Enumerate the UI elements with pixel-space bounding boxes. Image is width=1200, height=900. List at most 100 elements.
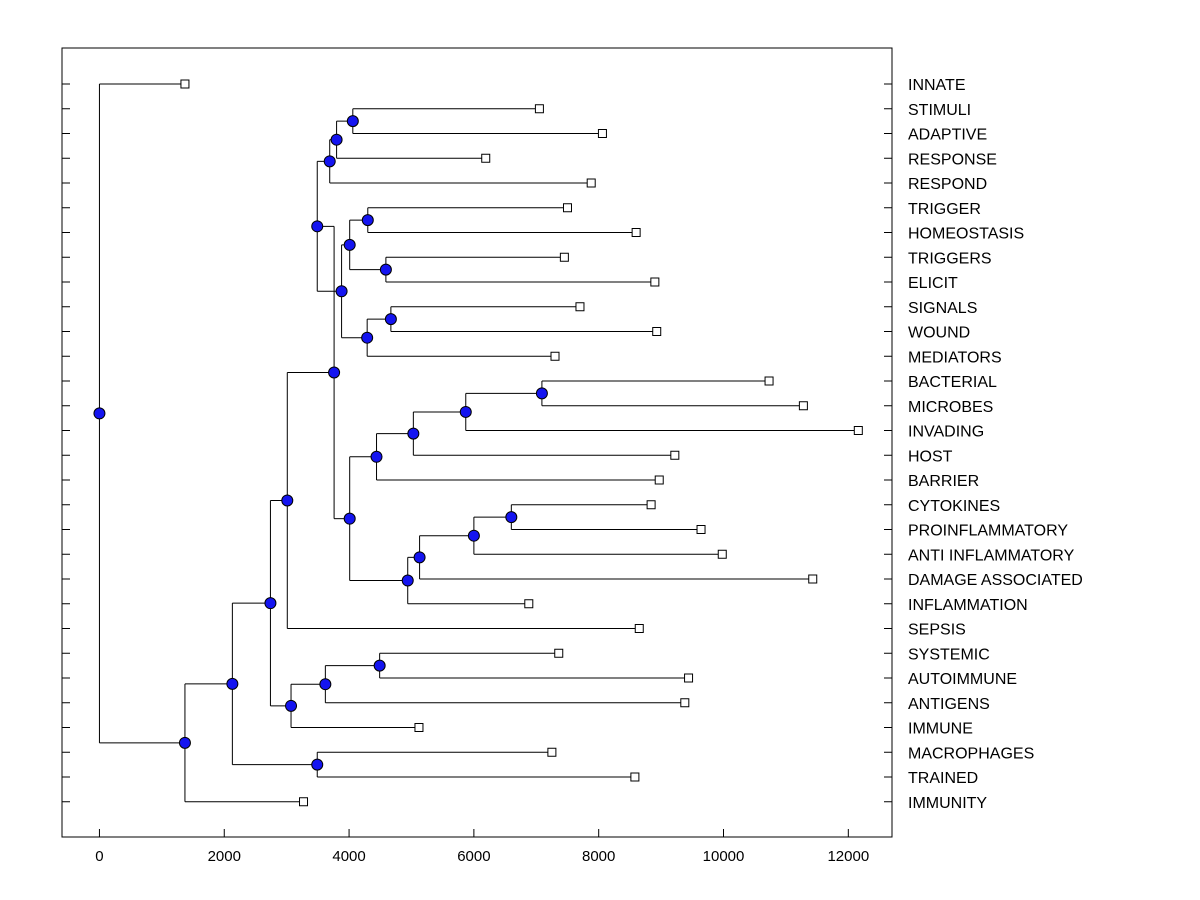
leaf-label: ANTIGENS <box>908 696 990 713</box>
merge-node <box>384 313 397 326</box>
leaf-label: SIGNALS <box>908 300 977 317</box>
leaf-marker <box>562 203 572 213</box>
leaf-marker <box>575 302 585 312</box>
merge-node <box>285 699 298 712</box>
leaf-label: WOUND <box>908 325 970 342</box>
leaf-marker <box>597 129 607 138</box>
leaf-marker <box>808 574 818 584</box>
merge-node <box>335 285 348 298</box>
merge-node <box>459 405 472 418</box>
merge-node <box>311 220 324 233</box>
merge-node <box>379 263 392 276</box>
leaf-label: AUTOIMMUNE <box>908 671 1017 688</box>
leaf-marker <box>524 599 534 609</box>
leaf-marker <box>631 228 641 237</box>
leaf-label: SYSTEMIC <box>908 646 990 663</box>
leaf-marker <box>634 624 644 633</box>
leaf-marker <box>554 648 564 658</box>
leaf-label: HOST <box>908 448 953 465</box>
leaf-marker <box>654 475 664 485</box>
leaf-label: ELICIT <box>908 275 958 292</box>
leaf-label: TRIGGERS <box>908 250 992 267</box>
leaf-label: BACTERIAL <box>908 374 997 391</box>
leaf-marker <box>684 673 694 683</box>
leaf-label: RESPONSE <box>908 151 997 168</box>
x-tick-label: 6000 <box>457 848 490 865</box>
leaf-marker <box>646 500 656 510</box>
x-tick-label: 8000 <box>582 848 615 865</box>
leaf-label: IMMUNE <box>908 721 973 738</box>
leaf-markers <box>180 79 863 807</box>
leaf-label: INNATE <box>908 77 965 94</box>
leaf-label: STIMULI <box>908 102 971 119</box>
x-tick-label: 2000 <box>208 848 241 865</box>
leaf-label: SEPSIS <box>908 622 966 639</box>
leaf-label: HOMEOSTASIS <box>908 226 1024 243</box>
merge-node <box>343 512 356 525</box>
leaf-label: CYTOKINES <box>908 498 1000 515</box>
plot-frame <box>61 47 893 838</box>
merge-node <box>535 387 548 400</box>
leaf-marker <box>586 178 596 188</box>
leaf-label: TRIGGER <box>908 201 981 218</box>
merge-node <box>361 214 374 227</box>
merge-node <box>226 677 239 690</box>
leaf-label: BARRIER <box>908 473 979 490</box>
leaf-label: INFLAMMATION <box>908 597 1028 614</box>
leaf-label: PROINFLAMMATORY <box>908 523 1068 540</box>
leaf-label: TRAINED <box>908 770 978 787</box>
dendrogram-links <box>98 83 859 803</box>
leaf-marker <box>717 549 727 559</box>
leaf-marker <box>550 351 560 361</box>
leaf-marker <box>630 772 640 782</box>
merge-node <box>343 238 356 251</box>
leaf-marker <box>414 723 424 732</box>
merge-node <box>467 529 480 542</box>
leaf-label: MICROBES <box>908 399 993 416</box>
x-tick-label: 0 <box>95 848 103 865</box>
leaf-label: DAMAGE ASSOCIATED <box>908 572 1083 589</box>
merge-node <box>361 331 374 344</box>
merge-nodes <box>93 115 548 771</box>
leaf-marker <box>853 426 863 435</box>
leaf-label: INVADING <box>908 424 984 441</box>
x-tick-label: 10000 <box>703 848 745 865</box>
x-axis: 0 2000 4000 6000 8000 10000 12000 <box>95 829 869 865</box>
leaf-marker <box>534 104 544 114</box>
x-tick-label: 4000 <box>332 848 365 865</box>
merge-node <box>323 155 336 168</box>
merge-node <box>407 427 420 440</box>
leaf-label: MEDIATORS <box>908 349 1002 366</box>
leaf-marker <box>680 698 690 708</box>
merge-node <box>264 597 277 610</box>
leaf-label: RESPOND <box>908 176 987 193</box>
merge-node <box>281 494 294 507</box>
leaf-marker <box>798 401 808 411</box>
leaf-marker <box>652 327 662 336</box>
merge-node <box>413 551 426 564</box>
merge-node <box>401 574 414 587</box>
leaf-label: ADAPTIVE <box>908 127 987 144</box>
leaf-marker <box>670 450 680 460</box>
leaf-marker <box>764 376 774 386</box>
merge-node <box>373 659 386 672</box>
leaf-label: IMMUNITY <box>908 795 987 812</box>
leaf-marker <box>180 79 190 89</box>
leaf-label: ANTI INFLAMMATORY <box>908 547 1075 564</box>
leaf-marker <box>696 525 706 534</box>
leaf-marker <box>481 153 491 163</box>
merge-node <box>328 366 341 379</box>
leaf-marker <box>547 747 557 757</box>
leaf-marker <box>559 252 569 262</box>
merge-node <box>330 133 343 146</box>
merge-node <box>93 407 106 420</box>
leaf-label: MACROPHAGES <box>908 745 1034 762</box>
merge-node <box>346 115 359 128</box>
y-tick-marks <box>62 83 892 803</box>
leaf-labels: INNATE STIMULI ADAPTIVE RESPONSE RESPOND TRIG… <box>908 77 1083 812</box>
merge-node <box>319 678 332 691</box>
leaf-marker <box>650 277 660 287</box>
leaf-marker <box>299 797 309 807</box>
merge-node <box>370 450 383 463</box>
